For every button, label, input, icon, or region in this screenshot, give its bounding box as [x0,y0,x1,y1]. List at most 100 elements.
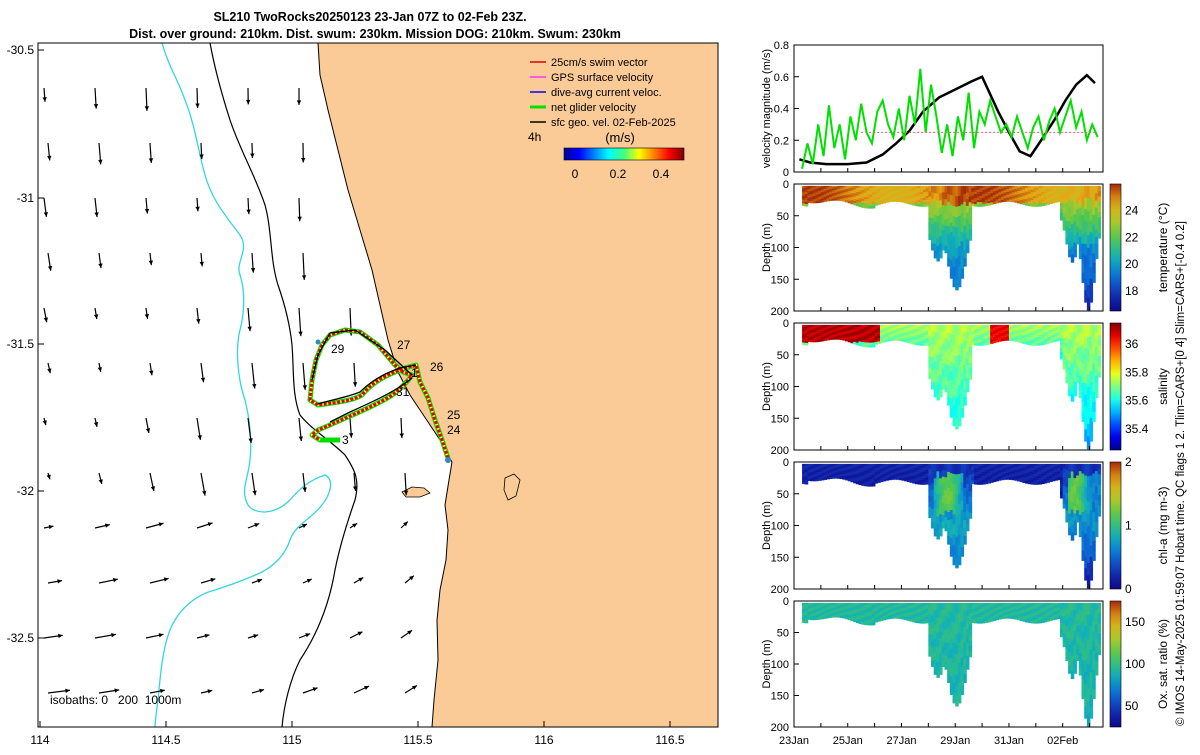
cell [1073,528,1076,536]
depth-tick-label: 100 [771,659,789,671]
depth-tick-label: 150 [771,552,789,564]
depth-tick-label: 200 [771,584,789,596]
cell [969,646,972,652]
vel-ytick-label: 0 [783,167,789,179]
cell [939,667,942,675]
lat-label--31: -31 [17,191,35,205]
cell [969,513,972,519]
day-label-25: 25 [447,408,461,422]
temperature-ctick-label: 22 [1125,230,1139,244]
cell [1090,290,1093,302]
cell [969,352,972,358]
cell [1098,351,1101,357]
salinity-ctick-label: 35.4 [1125,422,1149,436]
lat-label--30.5: -30.5 [7,43,35,57]
cell [1098,608,1101,614]
cell [1098,202,1101,208]
cell [1098,480,1101,486]
cell [1098,196,1101,202]
time-label-27Jan: 27Jan [886,735,916,747]
cell [1098,325,1101,331]
colorbar-unit-label: (m/s) [605,130,635,145]
cell [1098,233,1101,239]
track-start-marker [316,340,321,345]
cell [966,662,969,669]
cell [1073,389,1076,397]
oxygen-ctick-label: 100 [1125,657,1145,671]
lon-label-115.5: 115.5 [403,733,432,747]
cell [969,213,972,219]
cell [963,258,966,267]
depth-tick-label: 100 [771,382,789,394]
cell [1098,511,1101,517]
cell [939,251,942,259]
cell [1098,618,1101,624]
time-label-25Jan: 25Jan [833,735,863,747]
cell [1092,679,1095,689]
cell [1098,500,1101,506]
salinity-ctick-label: 35.8 [1125,365,1149,379]
depth-tick-label: 0 [783,318,789,330]
isobaths-label: isobaths: 0 200 1000m [50,693,181,707]
depth-tick-label: 50 [777,489,789,501]
cell [1090,568,1093,580]
oxygen-ctick-label: 50 [1125,699,1139,713]
cell [872,484,875,487]
cell [805,621,808,624]
cell [1098,644,1101,650]
cell [1098,217,1101,223]
vel-ytick-label: 0.8 [774,40,789,52]
depth-tick-label: 0 [783,457,789,469]
title-line1: SL210 TwoRocks20250123 23-Jan 07Z to 02-… [213,10,526,24]
cell [963,674,966,683]
lat-label--31.5: -31.5 [7,337,35,351]
day-label-26: 26 [430,360,444,374]
cell [1092,689,1095,699]
salinity-ctick-label: 36 [1125,337,1139,351]
cell [969,347,972,353]
legend-label-net: net glider velocity [551,102,636,114]
track-end-marker [445,457,451,463]
cell [1073,666,1076,674]
oxygen-colorbar [1110,601,1121,727]
lon-label-114: 114 [30,733,49,747]
cell [1098,222,1101,228]
cell [1098,506,1101,512]
cell [1098,212,1101,218]
cell [1098,634,1101,640]
day-label-27: 27 [397,338,411,352]
speed-colorbar [564,148,684,160]
cell [969,208,972,214]
cell [969,218,972,224]
chlorophyll-clabel: chl-a (mg m-3) [1156,486,1170,564]
salinity-clabel: salinity [1156,368,1170,405]
cell [969,635,972,641]
lat-label--32.5: -32.5 [7,631,35,645]
cell [969,224,972,230]
depth-tick-label: 0 [783,179,789,191]
cell [1098,186,1101,192]
legend-item-geo: sfc geo. vel. 02-Feb-2025 [530,117,676,129]
cell [1098,228,1101,234]
cell [969,229,972,235]
temperature-ylabel: Depth (m) [761,223,773,272]
cell [969,486,972,492]
cell [1098,613,1101,619]
cell [1095,661,1098,669]
depth-tick-label: 150 [771,274,789,286]
cell [969,363,972,369]
cell [1098,639,1101,645]
cell [1092,263,1095,273]
temperature-colorbar [1110,184,1121,311]
vel-ytick-label: 0.2 [774,135,789,147]
cell [1095,522,1098,530]
cell [1090,707,1093,719]
cell [969,374,972,380]
cell [966,524,969,531]
cell [1098,207,1101,213]
day-label-29: 29 [331,342,345,356]
cell [1098,464,1101,470]
